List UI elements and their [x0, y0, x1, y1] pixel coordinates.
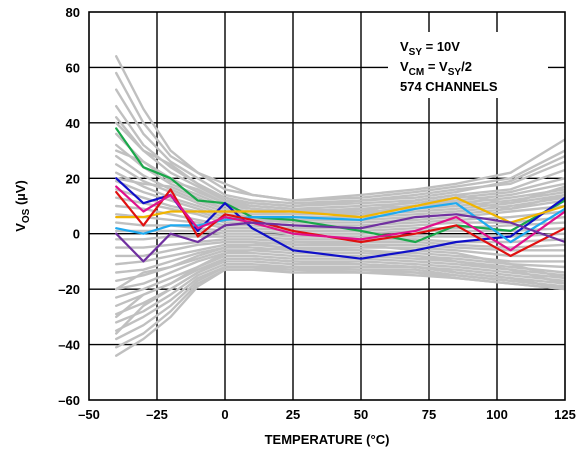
background-series-35 [114, 246, 565, 319]
y-axis-title-main: V [13, 223, 28, 232]
y-tick-label-7: 80 [66, 5, 80, 20]
x-tick-label-2: 0 [221, 407, 228, 422]
background-series-31 [114, 268, 565, 357]
annotation-line-1: VSY = 10V [400, 39, 460, 58]
x-tick-label-5: 75 [422, 407, 436, 422]
annotation-line-2-mid: = V [424, 59, 448, 74]
highlight-series-4 [115, 188, 565, 257]
annotation-line-1-rest: = 10V [422, 39, 460, 54]
background-series-1 [114, 71, 565, 202]
annotation-line-2-sub2: SY [448, 67, 462, 78]
y-tick-label-4: 20 [66, 171, 80, 186]
background-series-24 [114, 254, 565, 299]
y-tick-labels: –60 –40 –20 0 20 40 60 80 [58, 5, 80, 408]
background-series-2 [114, 88, 565, 205]
annotation-line-2: VCM = VSY/2 [400, 59, 472, 78]
x-tick-labels: –50 –25 0 25 50 75 100 125 [78, 407, 576, 422]
highlight-series-0 [115, 127, 565, 244]
background-series-8 [114, 163, 565, 216]
plot-border [88, 11, 566, 401]
x-tick-label-7: 125 [554, 407, 576, 422]
annotation-box [388, 32, 548, 98]
x-axis-title: TEMPERATURE (°C) [265, 432, 390, 447]
x-tick-label-3: 25 [286, 407, 300, 422]
plot-frame [88, 11, 566, 401]
x-tick-label-4: 50 [354, 407, 368, 422]
annotation-line-1-sub: SY [409, 47, 423, 58]
annotation-line-1-main: V [400, 39, 409, 54]
y-tick-label-1: –40 [58, 338, 80, 353]
background-series-18 [114, 238, 565, 249]
highlight-series-3 [115, 202, 565, 244]
background-series-16 [114, 229, 565, 238]
annotation-line-2-rest: /2 [461, 59, 472, 74]
y-axis-title-rest: (µV) [13, 180, 28, 208]
y-tick-label-2: –20 [58, 282, 80, 297]
highlight-series-6 [115, 213, 565, 263]
background-series-32 [114, 149, 565, 213]
highlight-series-5 [115, 185, 565, 252]
background-series-10 [114, 179, 565, 222]
background-series-14 [114, 213, 565, 233]
y-tick-label-0: –60 [58, 393, 80, 408]
x-tick-label-0: –50 [78, 407, 100, 422]
y-axis-title: VOS (µV) [13, 180, 32, 232]
y-tick-label-5: 40 [66, 116, 80, 131]
highlight-series-2 [115, 196, 565, 224]
annotation-line-3: 574 CHANNELS [400, 79, 498, 94]
background-series-34 [114, 240, 565, 291]
background-series-36 [114, 121, 565, 208]
background-series-20 [114, 243, 565, 266]
annotation-line-2-main: V [400, 59, 409, 74]
y-axis-title-sub: OS [21, 208, 32, 223]
y-tick-label-3: 0 [73, 227, 80, 242]
background-series-29 [114, 265, 565, 341]
annotation-line-2-sub: CM [409, 67, 425, 78]
x-tick-label-1: –25 [146, 407, 168, 422]
annotation: VSY = 10V VCM = VSY/2 574 CHANNELS [400, 39, 498, 94]
series-layer [114, 55, 565, 357]
background-series-37 [114, 257, 565, 335]
y-tick-label-6: 60 [66, 60, 80, 75]
x-tick-label-6: 100 [486, 407, 508, 422]
